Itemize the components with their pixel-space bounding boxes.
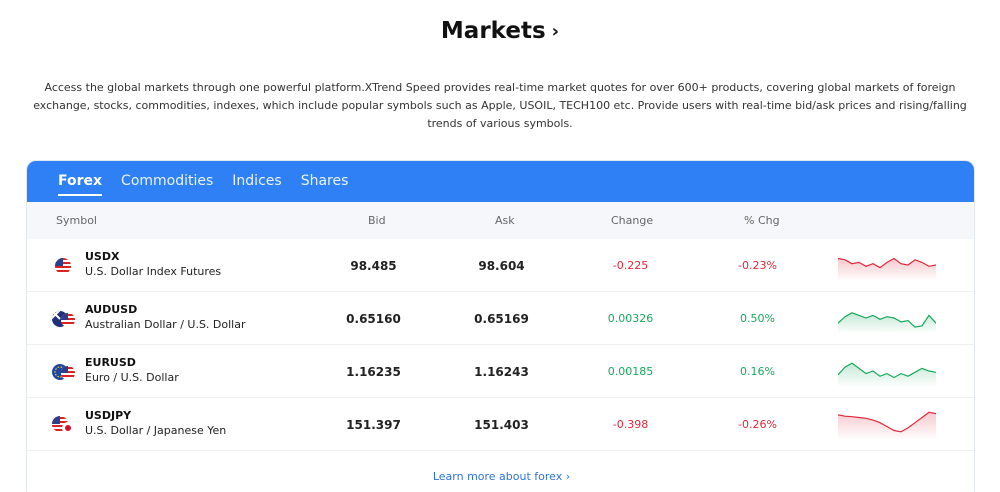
tab-commodities[interactable]: Commodities xyxy=(121,173,214,189)
price-change: -0.225 xyxy=(612,259,649,272)
col-ask: Ask xyxy=(495,214,515,227)
table-row[interactable]: EURUSD Euro / U.S. Dollar 1.16235 1.1624… xyxy=(27,345,974,398)
sparkline-area xyxy=(838,363,936,387)
sparkline-line xyxy=(838,411,936,433)
symbol-name: Euro / U.S. Dollar xyxy=(85,371,179,384)
sparkline-area xyxy=(838,258,936,281)
price-change: 0.00326 xyxy=(607,312,654,325)
tab-forex[interactable]: Forex xyxy=(58,161,103,202)
page-title-text: Markets xyxy=(440,18,546,44)
sparkline-area xyxy=(838,312,936,334)
bid-price: 1.16235 xyxy=(346,365,401,379)
sparkline-line xyxy=(838,312,936,328)
col-bid: Bid xyxy=(368,214,386,227)
symbol-code: USDX xyxy=(85,250,120,263)
learn-more-forex-link[interactable]: Learn more about forex › xyxy=(432,470,571,483)
eu-us-flag-icon xyxy=(52,364,75,380)
us-flag-icon xyxy=(55,258,71,274)
symbol-code: EURUSD xyxy=(85,356,136,369)
sparkline-line xyxy=(838,362,936,379)
price-change: 0.00185 xyxy=(607,365,654,378)
market-tabs: Forex Commodities Indices Shares xyxy=(27,161,974,202)
col-pct-change: % Chg xyxy=(744,214,780,227)
percent-change: 0.16% xyxy=(740,365,775,378)
tab-indices[interactable]: Indices xyxy=(232,173,282,189)
table-header: Symbol Bid Ask Change % Chg xyxy=(27,202,974,239)
us-jp-flag-icon xyxy=(52,416,74,434)
bid-price: 98.485 xyxy=(350,259,397,273)
percent-change: 0.50% xyxy=(740,312,775,325)
sparkline-chart xyxy=(838,312,936,334)
ask-price: 151.403 xyxy=(474,418,529,432)
markets-description: Access the global markets through one po… xyxy=(33,81,967,130)
sparkline-chart xyxy=(838,257,936,281)
percent-change: -0.26% xyxy=(738,418,777,431)
sparkline-chart xyxy=(838,411,936,440)
sparkline-chart xyxy=(838,362,936,387)
ask-price: 0.65169 xyxy=(474,312,529,326)
symbol-name: U.S. Dollar / Japanese Yen xyxy=(85,424,227,437)
price-change: -0.398 xyxy=(612,418,649,431)
page-title[interactable]: Markets › xyxy=(0,18,1000,44)
symbol-code: USDJPY xyxy=(85,409,132,422)
bid-price: 151.397 xyxy=(346,418,401,432)
symbol-name: Australian Dollar / U.S. Dollar xyxy=(85,318,246,331)
chevron-right-icon: › xyxy=(551,21,560,42)
tab-shares[interactable]: Shares xyxy=(300,173,349,189)
sparkline-area xyxy=(838,412,936,440)
table-row[interactable]: USDX U.S. Dollar Index Futures 98.485 98… xyxy=(27,239,974,292)
col-change: Change xyxy=(611,214,654,227)
table-row[interactable]: AUDUSD Australian Dollar / U.S. Dollar 0… xyxy=(27,292,974,345)
sparkline-line xyxy=(838,257,936,269)
market-quotes-card: Forex Commodities Indices Shares Symbol … xyxy=(26,160,975,492)
table-row[interactable]: USDJPY U.S. Dollar / Japanese Yen 151.39… xyxy=(27,398,974,451)
ask-price: 98.604 xyxy=(478,259,525,273)
symbol-code: AUDUSD xyxy=(85,303,138,316)
bid-price: 0.65160 xyxy=(346,312,401,326)
au-us-flag-icon xyxy=(52,311,75,327)
symbol-name: U.S. Dollar Index Futures xyxy=(85,265,222,278)
ask-price: 1.16243 xyxy=(474,365,529,379)
percent-change: -0.23% xyxy=(738,259,777,272)
col-symbol: Symbol xyxy=(56,214,97,227)
